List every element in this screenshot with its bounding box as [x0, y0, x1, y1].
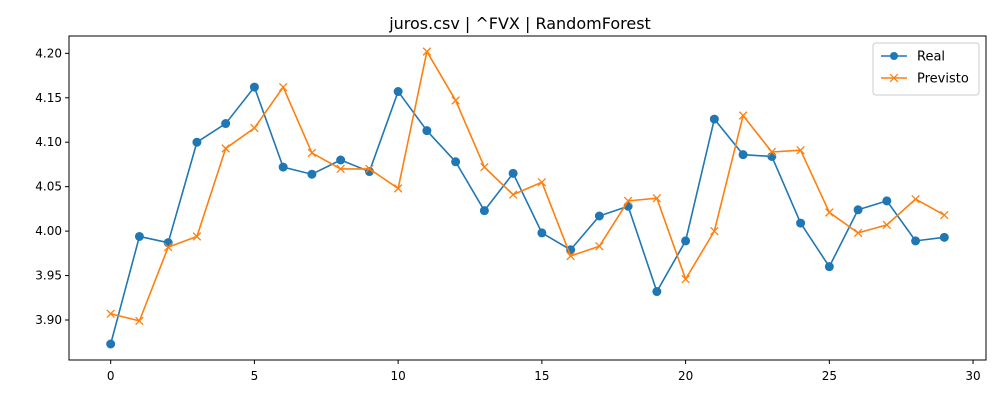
data-point — [221, 144, 230, 153]
legend: Real Previsto — [872, 42, 980, 96]
data-point — [393, 87, 403, 97]
data-point — [278, 162, 288, 172]
data-point — [738, 150, 748, 160]
plot-area-frame — [68, 35, 987, 361]
y-tick-label: 4.20 — [35, 46, 62, 60]
data-point — [566, 251, 575, 261]
y-tick-label: 4.00 — [35, 224, 62, 238]
data-point — [336, 155, 346, 165]
series-real — [106, 82, 949, 349]
data-point — [595, 241, 604, 251]
legend-label: Real — [917, 50, 945, 65]
x-tick-label: 5 — [251, 369, 259, 383]
y-tick-label: 4.05 — [35, 180, 62, 194]
data-point — [853, 205, 863, 215]
data-point — [106, 339, 116, 349]
x-tick-label: 20 — [678, 369, 693, 383]
legend-label: Previsto — [917, 72, 969, 87]
data-point — [824, 262, 834, 272]
data-point — [451, 96, 460, 105]
data-point — [508, 168, 518, 178]
data-point — [911, 236, 921, 246]
series-previsto — [106, 47, 949, 326]
data-point — [106, 309, 115, 319]
data-point — [681, 274, 690, 284]
data-point — [796, 218, 806, 228]
x-tick-label: 25 — [822, 369, 837, 383]
data-point — [479, 206, 489, 216]
legend-item: Real — [881, 50, 945, 65]
data-point — [738, 111, 748, 120]
data-point — [594, 211, 604, 221]
data-point — [393, 184, 403, 193]
data-point — [336, 164, 345, 174]
data-point — [508, 190, 518, 199]
data-point — [537, 177, 547, 187]
data-point — [652, 193, 662, 203]
data-point — [853, 228, 863, 238]
chart-title: juros.csv | ^FVX | RandomForest — [388, 14, 651, 33]
data-point — [422, 126, 432, 136]
data-point — [365, 164, 374, 174]
data-point — [480, 162, 489, 172]
data-point — [623, 196, 633, 206]
x-tick-label: 15 — [534, 369, 549, 383]
y-tick-label: 3.90 — [35, 313, 62, 327]
legend-item: Previsto — [881, 72, 969, 87]
y-tick-label: 4.10 — [35, 135, 62, 149]
data-point — [681, 236, 691, 246]
data-point — [882, 220, 892, 230]
data-point — [709, 114, 719, 124]
data-point — [652, 287, 662, 297]
series-layer — [106, 47, 949, 349]
data-point — [163, 242, 173, 252]
legend-marker — [889, 73, 899, 83]
data-point — [911, 194, 920, 204]
legend-marker — [890, 52, 898, 60]
data-point — [192, 137, 202, 147]
x-tick-label: 30 — [965, 369, 980, 383]
data-point — [451, 157, 461, 167]
data-point — [192, 232, 202, 241]
data-point — [767, 147, 777, 157]
data-point — [537, 228, 547, 238]
data-point — [134, 231, 144, 241]
series-line — [109, 86, 945, 345]
y-tick-label: 4.15 — [35, 91, 62, 105]
data-point — [710, 226, 719, 236]
data-point — [307, 169, 317, 179]
y-axis: 3.90 3.95 4.00 4.05 4.10 4.15 4.20 — [35, 46, 69, 327]
data-point — [796, 145, 805, 155]
data-point — [135, 316, 144, 326]
data-point — [307, 148, 317, 158]
data-point — [221, 119, 231, 129]
x-axis: 0 5 10 15 20 25 30 — [107, 360, 981, 383]
series-line — [110, 50, 945, 322]
y-tick-label: 3.95 — [35, 269, 62, 283]
data-point — [249, 82, 259, 92]
x-tick-label: 0 — [107, 369, 115, 383]
data-point — [278, 82, 288, 92]
data-point — [940, 210, 949, 220]
data-point — [882, 196, 892, 206]
data-point — [939, 232, 949, 242]
data-point — [825, 208, 834, 217]
data-point — [422, 47, 432, 56]
data-point — [250, 123, 259, 133]
data-point — [767, 151, 777, 161]
x-tick-label: 10 — [391, 369, 406, 383]
